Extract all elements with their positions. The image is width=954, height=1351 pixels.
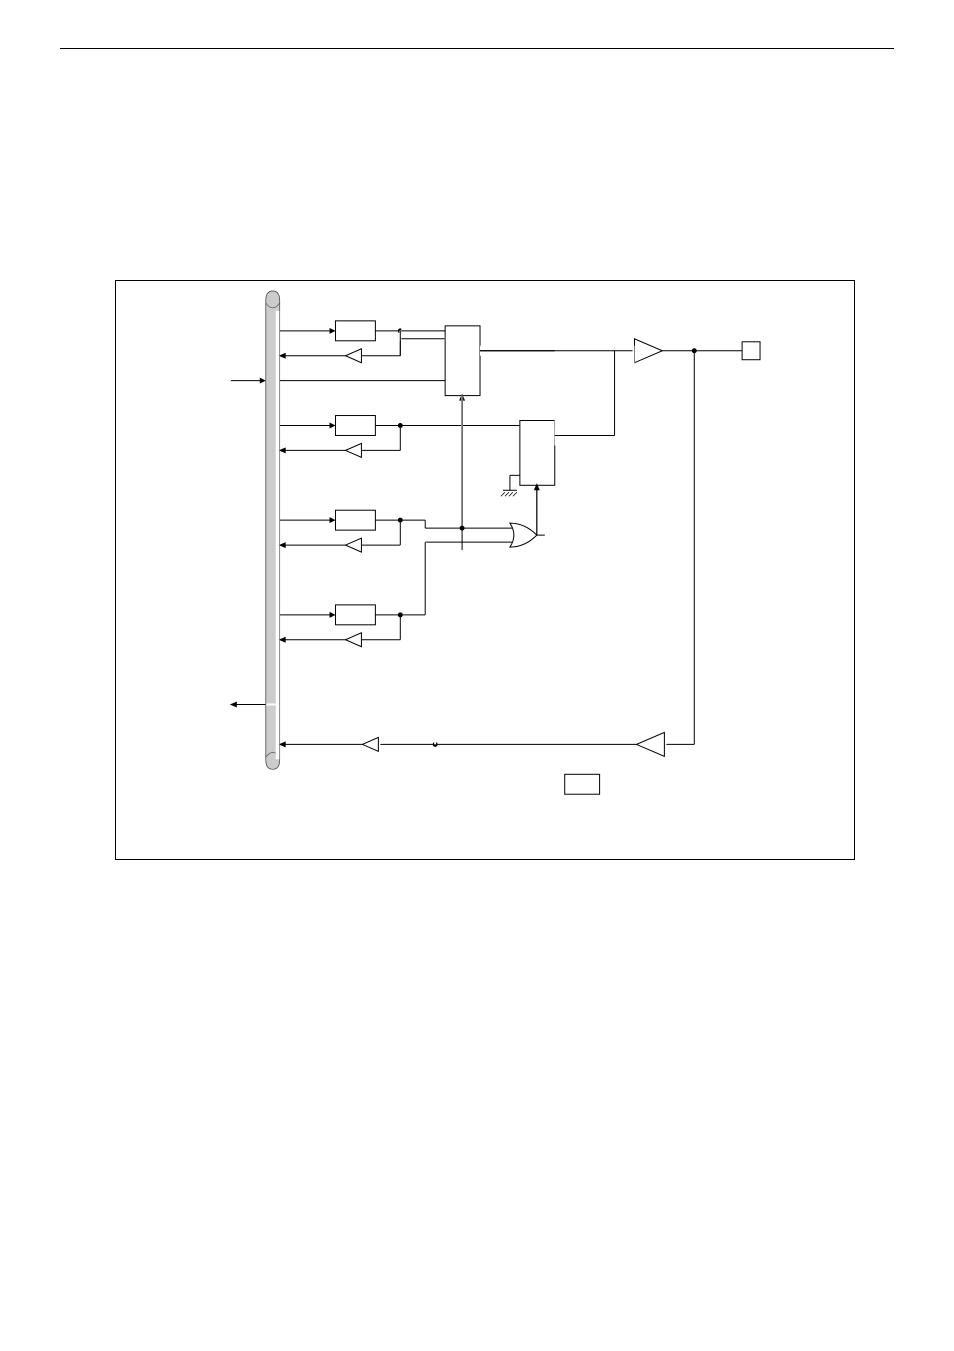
block-diagram-svg	[116, 281, 854, 859]
output-pad	[742, 342, 760, 360]
mux-2	[520, 421, 555, 486]
block-diagram-box	[115, 280, 855, 860]
register-2	[336, 416, 376, 436]
register-1	[336, 321, 376, 341]
register-3	[336, 510, 376, 530]
legend-box	[565, 774, 600, 794]
register-4	[336, 605, 376, 625]
mux-1	[445, 326, 480, 396]
